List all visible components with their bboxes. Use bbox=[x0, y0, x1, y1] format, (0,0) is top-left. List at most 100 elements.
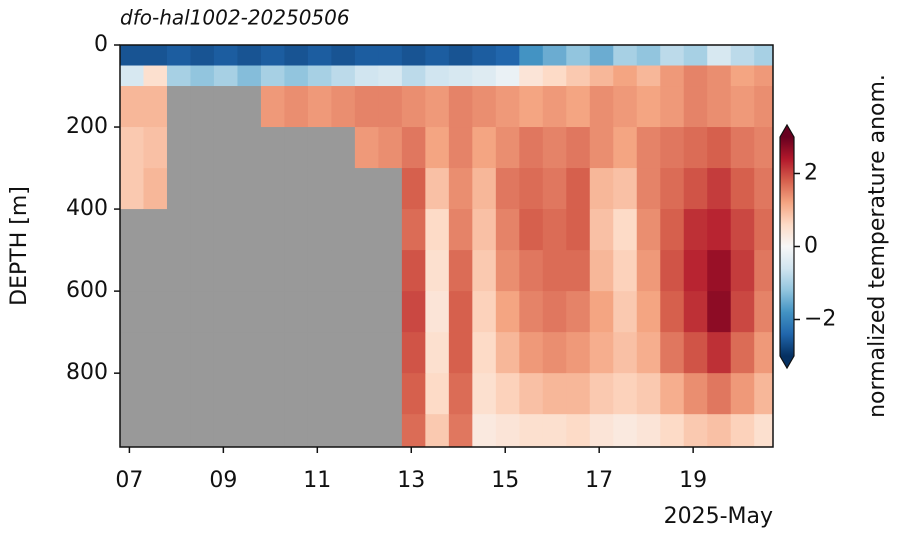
heatmap-cell bbox=[331, 65, 356, 87]
heatmap-cell bbox=[378, 45, 403, 67]
heatmap-cell bbox=[707, 291, 732, 333]
heatmap-cell bbox=[730, 332, 755, 374]
heatmap-cell bbox=[448, 65, 473, 87]
heatmap-cell bbox=[495, 209, 520, 251]
heatmap-cell bbox=[519, 414, 544, 448]
heatmap-cell bbox=[519, 65, 544, 87]
heatmap-cell bbox=[307, 127, 332, 169]
x-tick-label: 09 bbox=[209, 468, 237, 493]
heatmap-cell bbox=[636, 65, 661, 87]
heatmap-cell bbox=[378, 414, 403, 448]
heatmap-cell bbox=[613, 127, 638, 169]
heatmap-cell bbox=[425, 45, 450, 67]
heatmap-cell bbox=[190, 65, 215, 87]
heatmap-cell bbox=[472, 45, 497, 67]
heatmap-cell bbox=[331, 209, 356, 251]
heatmap-cell bbox=[331, 250, 356, 292]
heatmap-cell bbox=[448, 168, 473, 210]
heatmap-cell bbox=[754, 250, 774, 292]
heatmap-cell bbox=[660, 45, 685, 67]
colorbar-extend-top bbox=[780, 125, 794, 137]
heatmap-cell bbox=[683, 45, 708, 67]
y-axis-label: DEPTH [m] bbox=[7, 186, 32, 306]
heatmap-cell bbox=[589, 65, 614, 87]
heatmap-cell bbox=[331, 373, 356, 415]
heatmap-cell bbox=[754, 414, 774, 448]
heatmap-cell bbox=[542, 373, 567, 415]
heatmap-cell bbox=[707, 250, 732, 292]
heatmap-cell bbox=[237, 45, 262, 67]
heatmap-cell bbox=[660, 373, 685, 415]
heatmap-cell bbox=[566, 127, 591, 169]
heatmap-cell bbox=[120, 209, 144, 251]
heatmap-cell bbox=[472, 414, 497, 448]
heatmap-cell bbox=[237, 414, 262, 448]
heatmap-cell bbox=[425, 332, 450, 374]
heatmap-cell bbox=[307, 65, 332, 87]
heatmap-cell bbox=[730, 65, 755, 87]
heatmap-cell bbox=[589, 373, 614, 415]
heatmap-cell bbox=[636, 291, 661, 333]
heatmap-cell bbox=[495, 86, 520, 128]
heatmap-cell bbox=[401, 332, 426, 374]
heatmap-cell bbox=[730, 373, 755, 415]
heatmap-cell bbox=[378, 291, 403, 333]
heatmap-cell bbox=[166, 127, 191, 169]
heatmap-cell bbox=[331, 291, 356, 333]
heatmap-cell bbox=[707, 45, 732, 67]
heatmap-cell bbox=[472, 373, 497, 415]
heatmap-cell bbox=[542, 45, 567, 67]
heatmap-cell bbox=[331, 86, 356, 128]
heatmap-cell bbox=[730, 291, 755, 333]
heatmap-cell bbox=[636, 332, 661, 374]
colorbar-tick-label: −2 bbox=[804, 307, 836, 332]
heatmap-cell bbox=[354, 291, 379, 333]
heatmap-cell bbox=[307, 168, 332, 210]
heatmap-cell bbox=[378, 209, 403, 251]
heatmap-cell bbox=[260, 209, 285, 251]
heatmap-cell bbox=[143, 65, 168, 87]
heatmap-cell bbox=[660, 209, 685, 251]
heatmap-cell bbox=[636, 86, 661, 128]
heatmap-cell bbox=[613, 45, 638, 67]
heatmap-cell bbox=[166, 209, 191, 251]
heatmap-cell bbox=[683, 127, 708, 169]
heatmap-cell bbox=[472, 168, 497, 210]
heatmap-cell bbox=[190, 332, 215, 374]
x-axis-label: 2025-May bbox=[664, 504, 773, 529]
heatmap-cell bbox=[636, 250, 661, 292]
heatmap-cell bbox=[237, 250, 262, 292]
heatmap-cell bbox=[354, 414, 379, 448]
heatmap-cell bbox=[660, 65, 685, 87]
heatmap-cell bbox=[284, 86, 309, 128]
heatmap-cell bbox=[448, 45, 473, 67]
heatmap-cell bbox=[566, 291, 591, 333]
heatmap-cell bbox=[542, 127, 567, 169]
heatmap-cell bbox=[472, 332, 497, 374]
heatmap-cell bbox=[448, 291, 473, 333]
heatmap-cell bbox=[120, 127, 144, 169]
heatmap-cell bbox=[354, 332, 379, 374]
heatmap-cell bbox=[260, 414, 285, 448]
heatmap-cell bbox=[730, 127, 755, 169]
heatmap-cell bbox=[542, 291, 567, 333]
heatmap-cell bbox=[472, 291, 497, 333]
heatmap-cell bbox=[425, 168, 450, 210]
heatmap-cell bbox=[354, 168, 379, 210]
heatmap-cell bbox=[519, 332, 544, 374]
heatmap-cell bbox=[589, 332, 614, 374]
heatmap-cell bbox=[707, 332, 732, 374]
x-tick-label: 19 bbox=[679, 468, 707, 493]
heatmap-cell bbox=[495, 291, 520, 333]
heatmap-cell bbox=[401, 168, 426, 210]
heatmap-cell bbox=[143, 45, 168, 67]
heatmap-cell bbox=[213, 65, 238, 87]
x-tick-label: 15 bbox=[491, 468, 519, 493]
heatmap-cell bbox=[542, 65, 567, 87]
heatmap-cell bbox=[213, 332, 238, 374]
heatmap-cell bbox=[284, 45, 309, 67]
heatmap-cell bbox=[237, 168, 262, 210]
heatmap-cell bbox=[213, 414, 238, 448]
heatmap-cell bbox=[660, 414, 685, 448]
